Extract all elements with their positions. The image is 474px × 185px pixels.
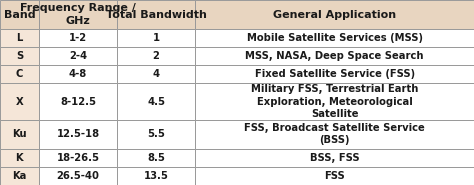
Bar — [39, 65, 117, 83]
Bar — [0, 167, 39, 185]
Text: S: S — [16, 51, 23, 61]
Text: 4-8: 4-8 — [69, 69, 87, 79]
Text: MSS, NASA, Deep Space Search: MSS, NASA, Deep Space Search — [246, 51, 424, 61]
Bar — [195, 120, 474, 149]
Text: FSS: FSS — [324, 171, 345, 181]
Bar — [117, 149, 195, 167]
Text: 8.5: 8.5 — [147, 153, 165, 163]
Bar — [195, 167, 474, 185]
Bar — [117, 47, 195, 65]
Bar — [117, 120, 195, 149]
Bar — [39, 47, 117, 65]
Text: 1-2: 1-2 — [69, 33, 87, 43]
Bar — [39, 83, 117, 120]
Bar — [117, 29, 195, 47]
Bar — [0, 47, 39, 65]
Bar — [195, 149, 474, 167]
Text: 13.5: 13.5 — [144, 171, 169, 181]
Text: K: K — [16, 153, 23, 163]
Bar — [39, 120, 117, 149]
Bar — [195, 47, 474, 65]
Bar — [0, 65, 39, 83]
Bar — [0, 83, 39, 120]
Bar — [0, 149, 39, 167]
Text: 1: 1 — [153, 33, 160, 43]
Text: 8-12.5: 8-12.5 — [60, 97, 96, 107]
Bar — [39, 167, 117, 185]
Text: 2: 2 — [153, 51, 160, 61]
Bar — [195, 83, 474, 120]
Text: Ka: Ka — [12, 171, 27, 181]
Bar — [0, 29, 39, 47]
Text: 26.5-40: 26.5-40 — [56, 171, 100, 181]
Text: 4: 4 — [153, 69, 160, 79]
Text: 18-26.5: 18-26.5 — [56, 153, 100, 163]
Text: X: X — [16, 97, 23, 107]
Text: BSS, FSS: BSS, FSS — [310, 153, 359, 163]
Bar — [117, 0, 195, 29]
Text: General Application: General Application — [273, 9, 396, 19]
Text: 12.5-18: 12.5-18 — [56, 129, 100, 139]
Bar — [39, 29, 117, 47]
Bar — [39, 149, 117, 167]
Bar — [117, 65, 195, 83]
Text: Fixed Satellite Service (FSS): Fixed Satellite Service (FSS) — [255, 69, 415, 79]
Text: Total Bandwidth: Total Bandwidth — [106, 9, 207, 19]
Bar — [195, 29, 474, 47]
Bar — [0, 0, 39, 29]
Bar — [195, 0, 474, 29]
Text: Frequency Range /
GHz: Frequency Range / GHz — [20, 3, 136, 26]
Text: 5.5: 5.5 — [147, 129, 165, 139]
Text: Ku: Ku — [12, 129, 27, 139]
Text: Military FSS, Terrestrial Earth
Exploration, Meteorological
Satellite: Military FSS, Terrestrial Earth Explorat… — [251, 84, 419, 119]
Text: FSS, Broadcast Satellite Service
(BSS): FSS, Broadcast Satellite Service (BSS) — [244, 123, 425, 145]
Text: C: C — [16, 69, 23, 79]
Bar — [195, 65, 474, 83]
Bar — [117, 83, 195, 120]
Bar — [117, 167, 195, 185]
Text: 4.5: 4.5 — [147, 97, 165, 107]
Text: L: L — [16, 33, 23, 43]
Bar — [39, 0, 117, 29]
Text: Mobile Satellite Services (MSS): Mobile Satellite Services (MSS) — [246, 33, 423, 43]
Bar — [0, 120, 39, 149]
Text: Band: Band — [4, 9, 35, 19]
Text: 2-4: 2-4 — [69, 51, 87, 61]
